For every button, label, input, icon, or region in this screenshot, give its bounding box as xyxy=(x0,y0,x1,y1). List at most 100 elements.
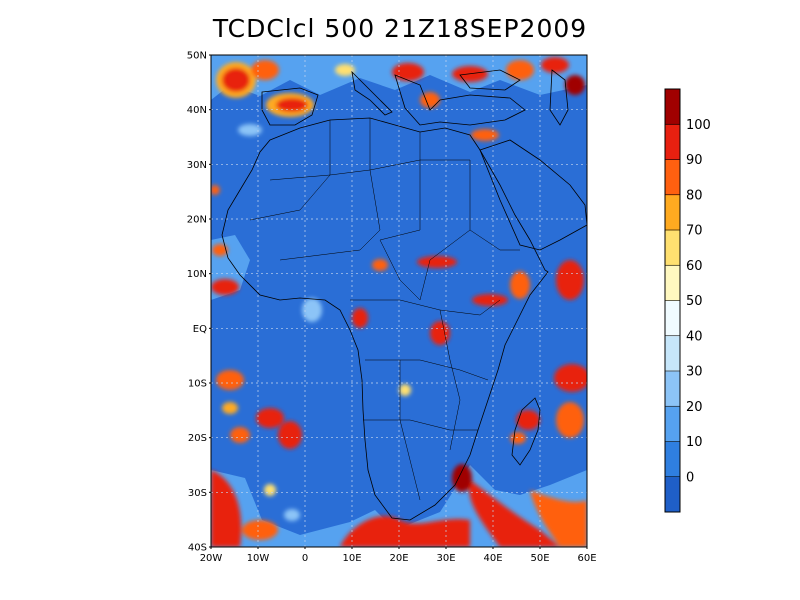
border-line xyxy=(399,360,421,501)
latitude-tick-label: 40S xyxy=(188,543,207,554)
colorbar-label: 70 xyxy=(686,224,703,239)
colorbar-label: 30 xyxy=(686,365,703,380)
colorbar-segment xyxy=(665,300,680,337)
balkans-coastline xyxy=(394,74,526,126)
cloud-patch xyxy=(554,364,587,392)
cloud-patch xyxy=(430,321,450,345)
cloud-patch xyxy=(472,294,508,306)
cloud-patch xyxy=(556,402,584,438)
colorbar-segment xyxy=(665,194,680,231)
colorbar-label: 80 xyxy=(686,188,703,203)
cloud-patch xyxy=(352,308,368,328)
cloud-patch xyxy=(399,384,411,396)
map-title: TCDClcl 500 21Z18SEP2009 xyxy=(212,14,588,43)
longitude-axis-labels: 20W 10W 0 10E 20E 30E 40E 50E 60E xyxy=(200,547,597,564)
cloud-patch xyxy=(211,185,220,195)
colorbar-label: 60 xyxy=(686,259,703,274)
cloud-patch xyxy=(222,402,238,414)
cloud-patch xyxy=(302,298,322,322)
colorbar-segment xyxy=(665,441,680,478)
border-line xyxy=(379,132,421,241)
colorbar-segment xyxy=(665,89,680,125)
cloud-patch xyxy=(392,63,424,81)
latitude-tick-label: 40N xyxy=(187,105,207,116)
border-line xyxy=(365,359,489,381)
cloud-patch xyxy=(516,410,540,430)
cloud-patch xyxy=(211,470,242,547)
cloud-patch xyxy=(278,421,302,449)
colorbar-segment xyxy=(665,265,680,301)
italy-coastline xyxy=(351,70,393,116)
cloud-patch xyxy=(238,124,262,136)
cloud-patch xyxy=(230,427,250,443)
longitude-tick-label: 50E xyxy=(530,553,549,564)
longitude-tick-label: 40E xyxy=(483,553,502,564)
cloud-patch xyxy=(335,64,355,76)
cloud-patch xyxy=(471,129,499,141)
cloud-patch xyxy=(506,60,534,80)
colorbar-label: 10 xyxy=(686,435,703,450)
colorbar-segment xyxy=(665,230,680,266)
africa-coastline xyxy=(221,117,549,521)
longitude-tick-label: 20E xyxy=(389,553,408,564)
colorbar-segment xyxy=(665,476,680,513)
madagascar-coastline xyxy=(511,397,541,466)
longitude-tick-label: 0 xyxy=(302,553,308,564)
longitude-tick-label: 20W xyxy=(200,553,223,564)
plot-area xyxy=(211,55,587,547)
colorbar-label: 0 xyxy=(686,470,694,485)
cloud-patch xyxy=(276,98,308,112)
colorbar-legend: 0 10 20 30 40 50 60 70 80 90 100 xyxy=(664,88,711,513)
latitude-tick-label: 50N xyxy=(187,51,207,62)
longitude-tick-label: 60E xyxy=(577,553,596,564)
latitude-tick-label: 10S xyxy=(188,379,207,390)
border-line xyxy=(469,229,520,251)
cloud-patch xyxy=(541,57,569,73)
iberia-coastline xyxy=(261,87,319,126)
cloud-patch xyxy=(222,68,250,92)
cloud-patch xyxy=(242,520,278,540)
coastlines xyxy=(221,69,587,521)
latitude-tick-label: 10N xyxy=(187,269,207,280)
cloud-patch xyxy=(530,490,587,547)
cloud-patch xyxy=(264,484,276,496)
cloud-patch xyxy=(216,370,244,390)
longitude-tick-label: 30E xyxy=(436,553,455,564)
cloud-patch xyxy=(340,516,470,547)
border-line xyxy=(439,309,461,451)
arabia-coastline xyxy=(479,139,587,251)
colorbar-label: 50 xyxy=(686,294,703,309)
longitude-tick-label: 10E xyxy=(342,553,361,564)
colorbar-label: 20 xyxy=(686,400,703,415)
country-borders xyxy=(249,118,520,501)
latitude-tick-label: 30N xyxy=(187,160,207,171)
cloud-patch xyxy=(256,408,284,428)
colorbar-segment xyxy=(665,371,680,407)
border-line xyxy=(279,118,381,261)
cloud-patch xyxy=(251,60,279,80)
cloud-patch xyxy=(469,480,560,547)
latitude-tick-label: 30S xyxy=(188,488,207,499)
cloud-patch xyxy=(417,256,457,268)
latitude-tick-label: 20S xyxy=(188,433,207,444)
colorbar-segment xyxy=(665,159,680,196)
cloud-patch xyxy=(420,92,440,108)
cloud-patch xyxy=(510,271,530,299)
latitude-tick-label: 20N xyxy=(187,215,207,226)
colorbar-label: 100 xyxy=(686,118,711,133)
cloud-patch xyxy=(452,464,472,492)
lat-lon-grid xyxy=(211,55,587,547)
cloud-patch xyxy=(372,259,388,271)
cloud-patch xyxy=(211,279,239,295)
colorbar-segment xyxy=(665,124,680,160)
black-sea-coastline xyxy=(459,69,521,91)
caspian-coastline xyxy=(549,69,569,126)
latitude-tick-label: EQ xyxy=(193,324,207,335)
cloud-patch xyxy=(556,260,584,300)
longitude-tick-label: 10W xyxy=(247,553,270,564)
border-line xyxy=(363,419,478,431)
border-line xyxy=(249,120,331,221)
cloud-patch xyxy=(565,75,585,95)
colorbar-label: 40 xyxy=(686,329,703,344)
